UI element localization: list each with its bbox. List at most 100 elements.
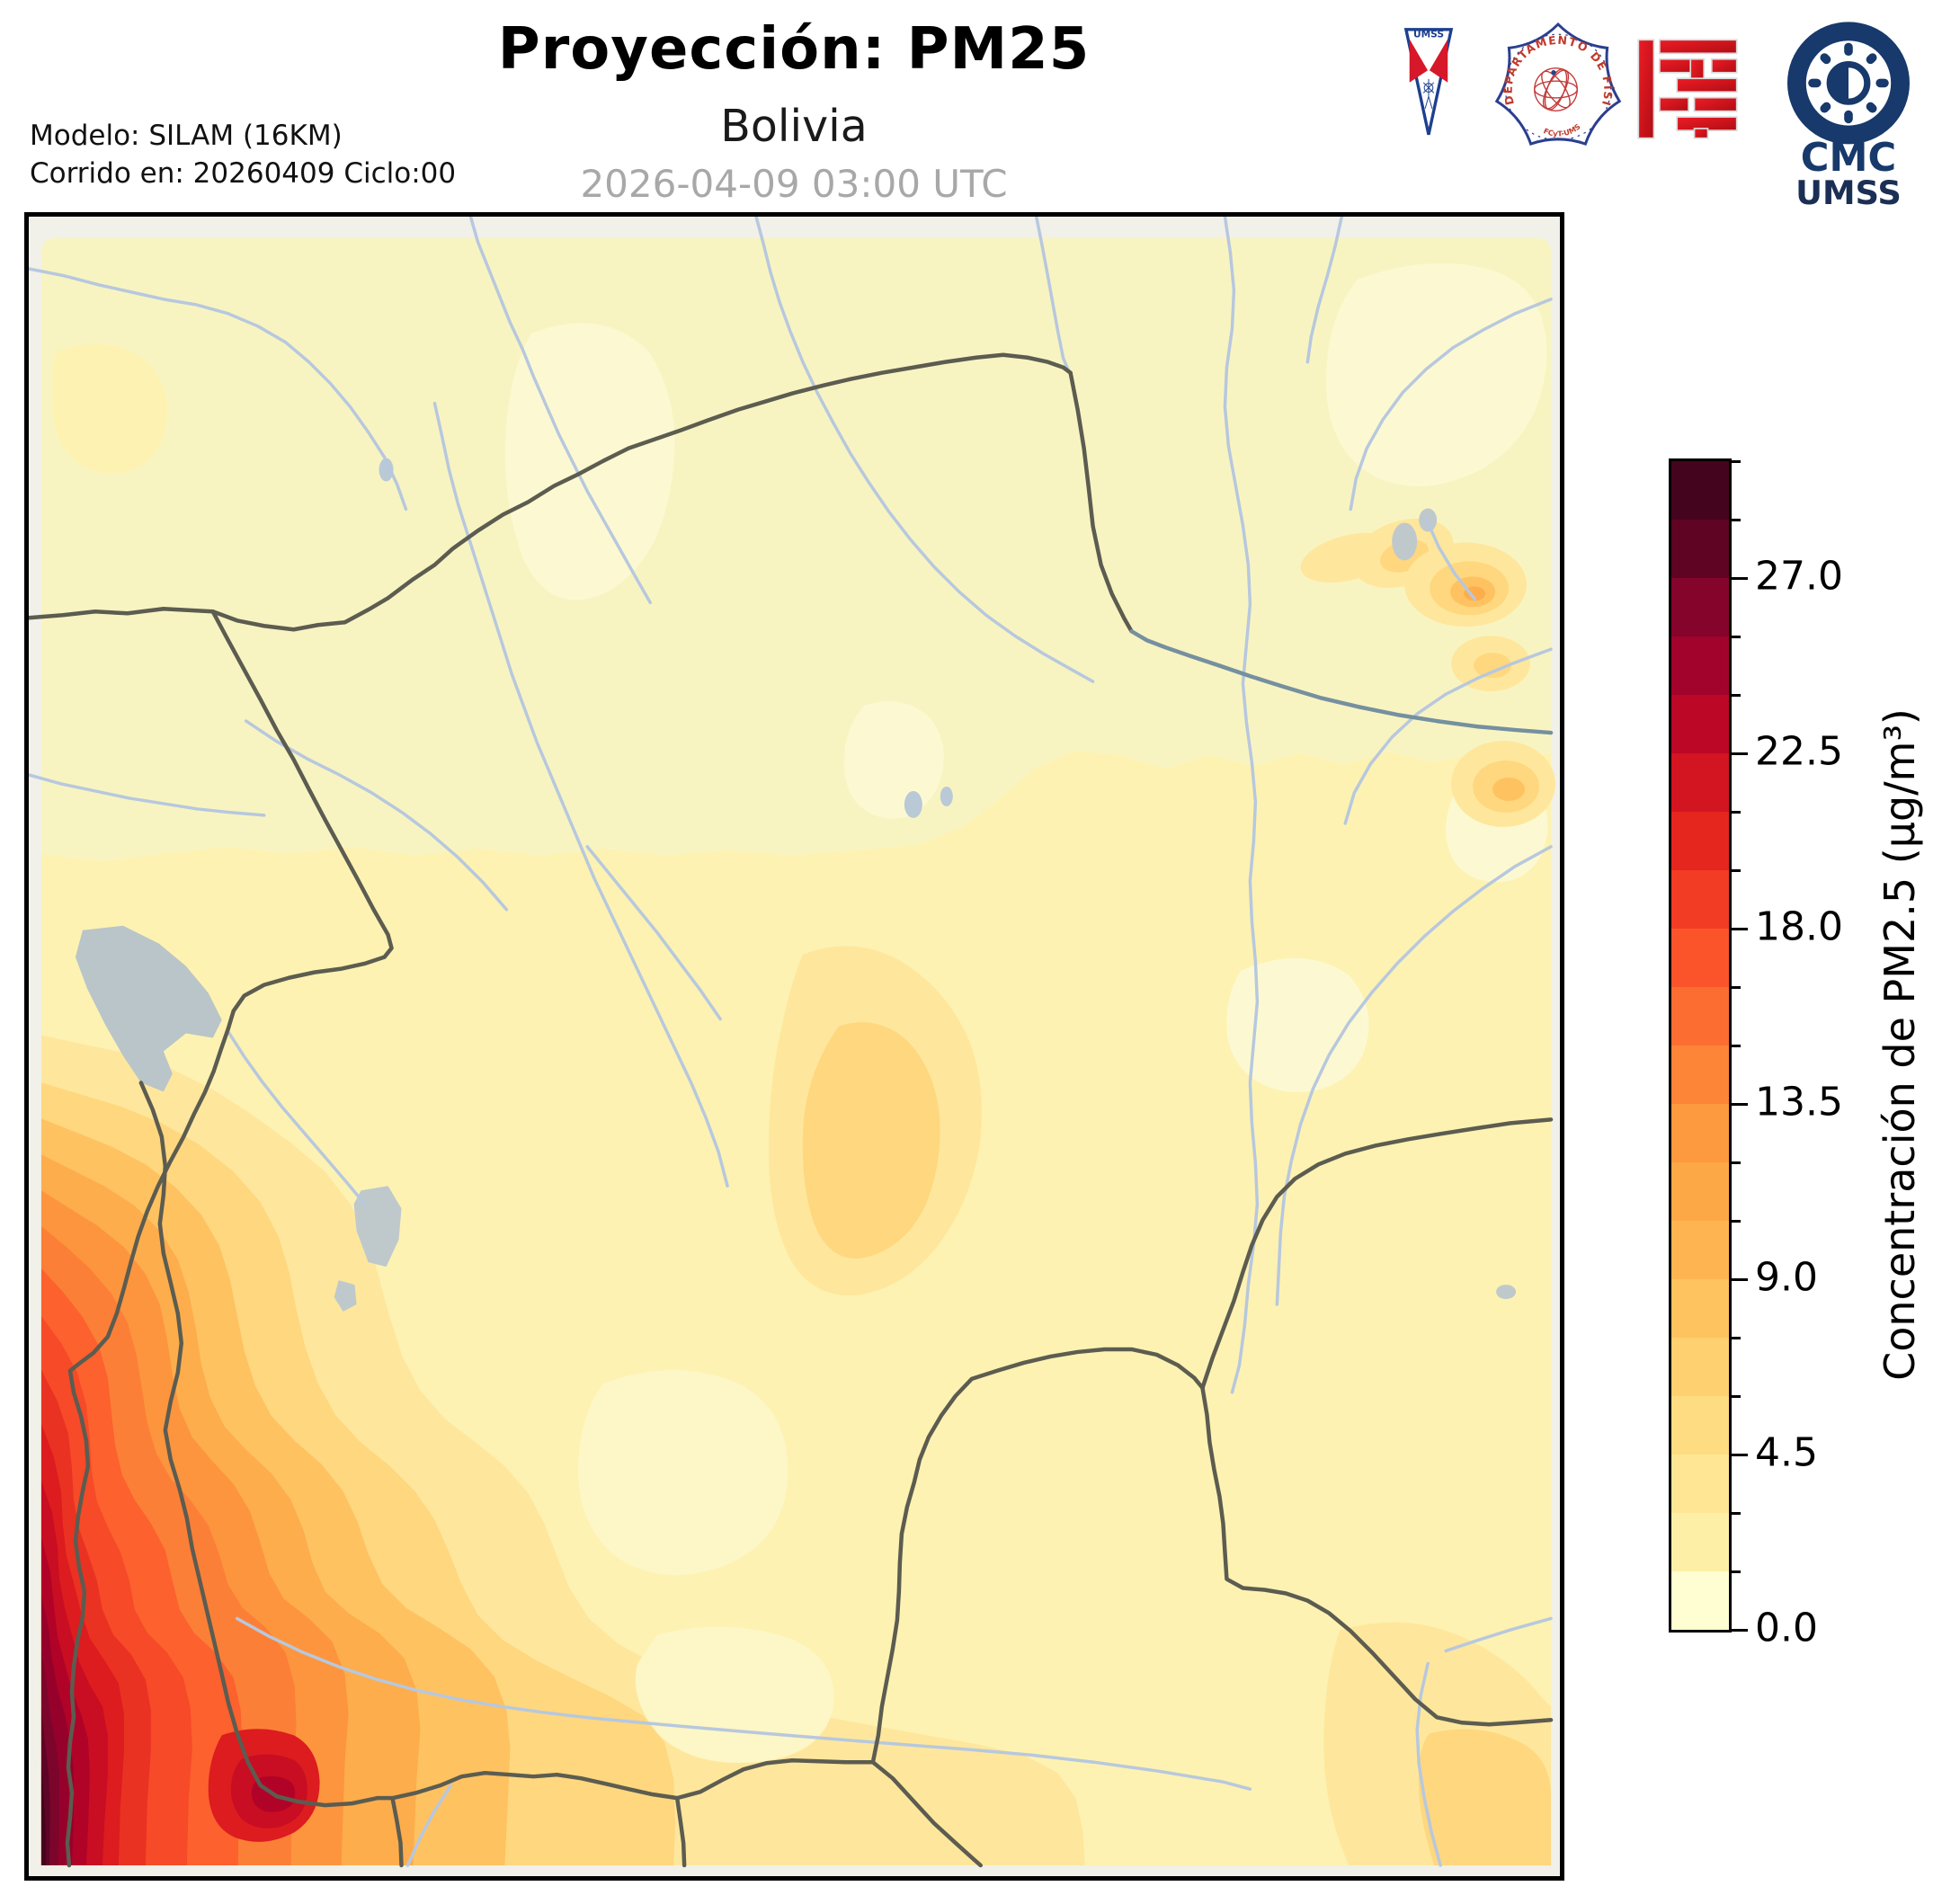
rivers-shape [1223,217,1260,1394]
fisica-seal-icon-shape-shape [1544,68,1568,111]
colorbar-major-tick [1732,1453,1748,1456]
pm25-field [40,262,1556,1866]
rivers-shape [1349,298,1553,512]
colorbar-segment [1671,1045,1729,1104]
colorbar-minor-tick [1732,459,1741,463]
colorbar-minor-tick [1732,868,1741,872]
admin-borders-shape [138,1081,984,1868]
pm25-field-shape [1418,1729,1552,1866]
rivers-shape [1415,1661,1442,1867]
colorbar-segment [1671,1571,1729,1630]
colorbar-segment [1671,520,1729,578]
colorbar-minor-tick [1732,518,1741,521]
colorbar-minor-tick [1732,1219,1741,1223]
rivers-shape [1305,217,1344,364]
pm25-field-shape [635,1626,834,1764]
colorbar-segment [1671,753,1729,812]
colorbar-segment [1671,1221,1729,1279]
colorbar-minor-tick [1732,693,1741,697]
colorbar-tick-label: 27.0 [1755,553,1843,600]
colorbar-major-tick [1732,752,1748,755]
rivers-shape [405,1784,453,1867]
pm25-field-shape [40,1766,46,1866]
cmc-umss-icon-shape-shape [1820,53,1831,65]
rivers-shape [1034,217,1071,373]
pm25-field-shape [802,1022,940,1259]
admin-borders-shape [390,1795,404,1868]
cmc-umss-icon-shape-shape [1866,53,1877,65]
cmc-umss-icon-shape-shape [1866,102,1877,113]
fcyt-icon-shape-shape [1693,96,1738,112]
rivers-shape [754,217,1095,683]
admin-borders-shape [1200,1385,1554,1727]
colorbar-segment [1671,987,1729,1045]
pm25-field-shape [52,343,168,474]
rivers-shape [235,1616,1252,1791]
rivers-shape [1343,647,1553,825]
colorbar-segment [1671,636,1729,695]
model-info: Modelo: SILAM (16KM) Corrido en: 2026040… [30,117,456,192]
fisica-seal-icon-shape [1534,67,1578,111]
colorbar-tick-label: 18.0 [1755,903,1843,950]
colorbar-minor-tick [1732,810,1741,814]
fisica-seal-logo: DEPARTAMENTO DE FÍSICA FCyT-UMSS [1486,9,1626,156]
cmc-umss-icon-shape [1808,42,1889,124]
lakes-shape [379,458,394,482]
colorbar-segment [1671,812,1729,870]
umss-pennant-icon-shape: UMSS [1413,29,1444,40]
lakes-shape [75,925,222,1092]
colorbar-tick-label: 13.5 [1755,1079,1843,1125]
colorbar: 27.0 22.5 18.0 13.5 9.0 4.5 0.0 [1669,458,1902,1650]
lakes [75,458,1517,1312]
page-subtitle: Bolivia [720,101,868,152]
admin-borders-shape [1200,1117,1554,1391]
fisica-seal-icon: DEPARTAMENTO DE FÍSICA FCyT-UMSS [1486,9,1622,147]
admin-borders-shape [1129,629,1554,735]
colorbar-segment [1671,461,1729,520]
colorbar-minor-tick [1732,1161,1741,1164]
lakes-shape [940,786,953,806]
pm25-field-shape [577,1369,788,1576]
colorbar-major-tick [1732,576,1748,580]
colorbar-segment [1671,578,1729,636]
fcyt-icon-shape [1637,39,1738,139]
fcyt-icon [1637,39,1738,139]
map-canvas [29,217,1556,1868]
umss-pennant-icon-shape-shape [1422,78,1435,109]
colorbar-segment [1671,1104,1729,1162]
colorbar-gradient [1669,458,1732,1633]
colorbar-minor-tick [1732,1394,1741,1398]
rivers-shape [244,719,509,912]
cmc-umss-icon-shape-shape [1844,42,1853,57]
fisica-seal-icon-shape-shape [1534,80,1578,99]
cmc-umss-logo: CMC UMSS [1777,20,1920,212]
fisica-seal-icon-shape [1504,33,1612,141]
cmc-umss-icon-shape-shape [1844,110,1853,124]
colorbar-minor-tick [1732,985,1741,989]
map-panel [24,212,1564,1881]
rivers [29,217,1553,1867]
pm25-field-shape-shape [504,323,675,601]
fcyt-icon-shape-shape [1710,58,1738,74]
colorbar-axis-label: Concentración de PM2.5 (µg/m³) [1875,708,1924,1381]
model-run-line: Corrido en: 20260409 Ciclo:00 [30,157,457,190]
fcyt-icon-shape-shape [1693,128,1709,139]
pm25-field-shape [504,262,1548,1092]
umss-pennant-logo: UMSS [1403,25,1455,153]
rivers-shape [432,401,729,1188]
lakes-shape [904,790,922,818]
cmc-umss-icon: CMC UMSS [1786,22,1910,212]
colorbar-major-tick [1732,1628,1748,1632]
rivers-shape [1424,516,1476,601]
pm25-ne-hotspots-shape [1474,653,1512,679]
lakes-shape [1392,522,1418,561]
colorbar-minor-tick [1732,635,1741,638]
fcyt-icon-shape-shape [1659,96,1689,112]
admin-borders-shape [29,352,1073,632]
rivers-shape [585,845,722,1021]
rivers-shape [226,1029,367,1206]
colorbar-tick-label: 4.5 [1755,1429,1818,1476]
colorbar-major-tick [1732,1102,1748,1106]
cmc-umss-icon-shape [1832,67,1848,99]
